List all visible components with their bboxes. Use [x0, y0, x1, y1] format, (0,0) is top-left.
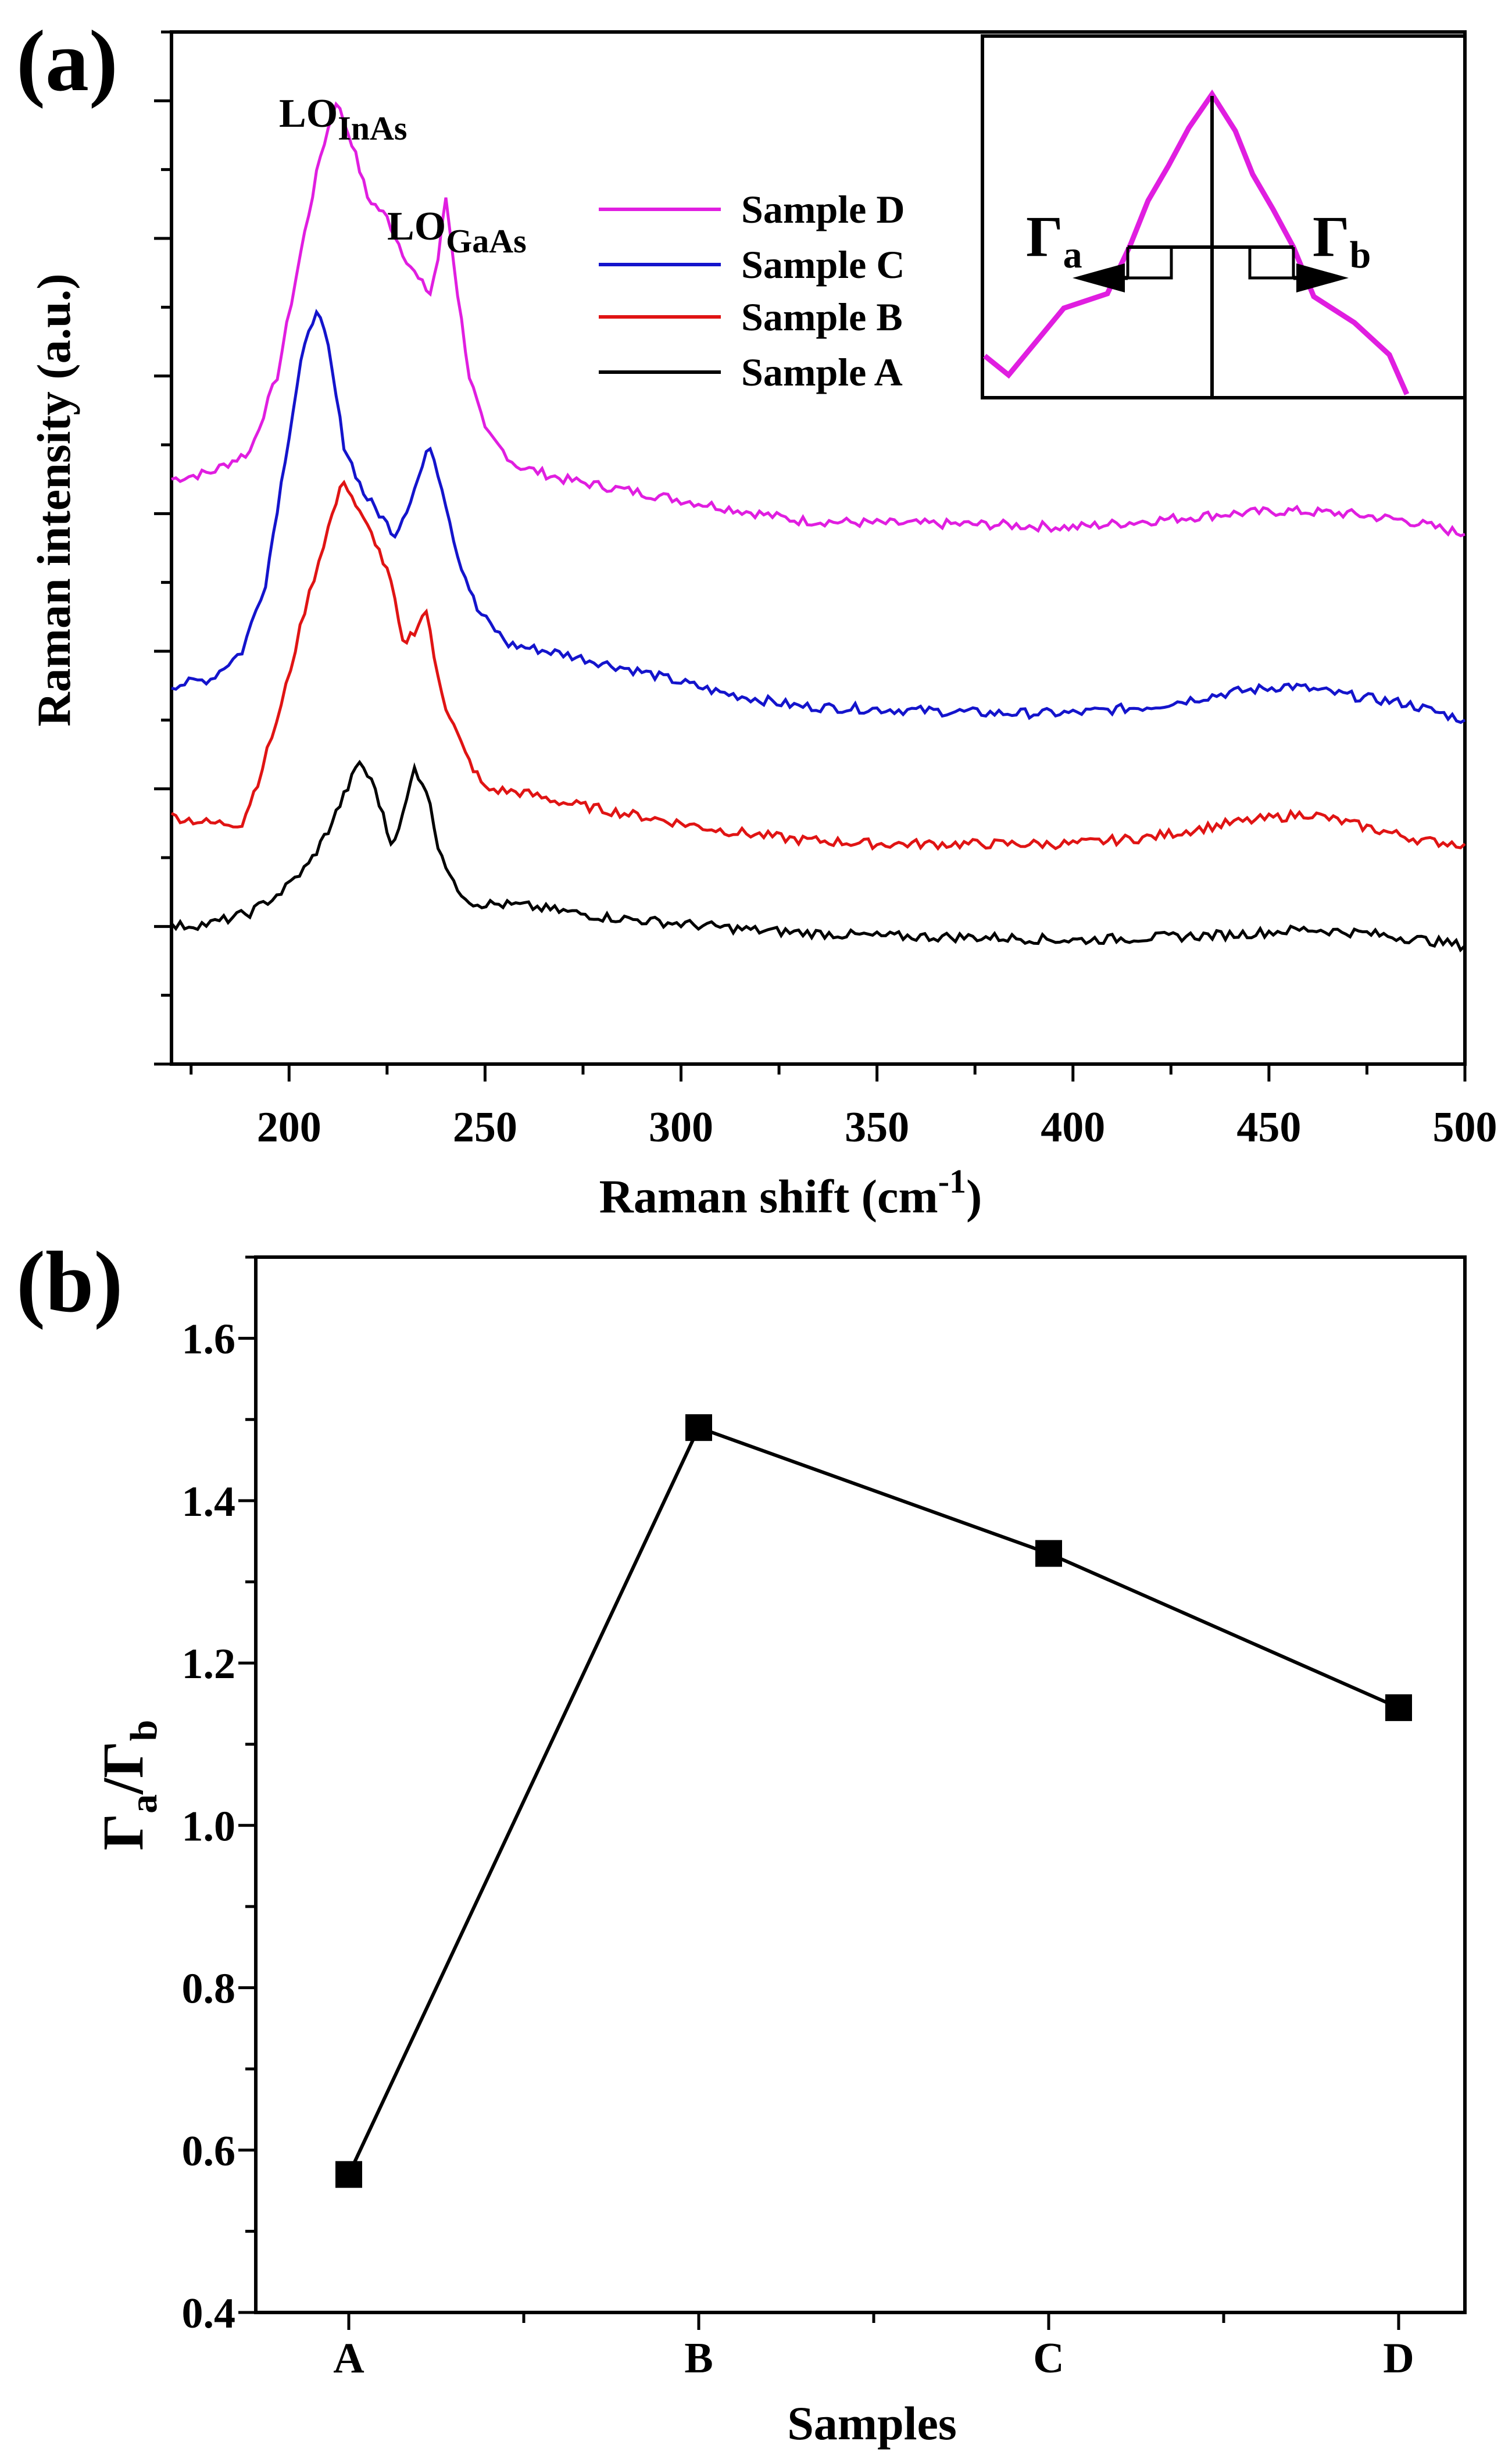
panel-b-x-axis-title: Samples — [787, 2397, 957, 2450]
data-point-sample-b — [685, 1414, 712, 1441]
y-tick-label-1-0: 1.0 — [182, 1803, 236, 1850]
y-tick-label-1-4: 1.4 — [182, 1478, 236, 1526]
legend-label-sample-a: Sample A — [741, 350, 903, 394]
x-tick-label-350: 350 — [845, 1104, 909, 1151]
panel-a-plot-frame — [170, 30, 1467, 1066]
series-line-gamma-ratio — [347, 1425, 1400, 2175]
panel-b-gamma-ratio: (b) 0.4 0.6 0.8 1.0 1.2 1.4 1.6 A B C D … — [16, 1234, 1467, 2450]
x-tick-label-250: 250 — [453, 1104, 517, 1151]
panel-b-y-tick-labels: 0.4 0.6 0.8 1.0 1.2 1.4 1.6 — [182, 1316, 236, 2337]
panel-b-markers — [335, 1414, 1412, 2188]
panel-a-y-axis-title: Raman intensity (a.u.) — [27, 273, 80, 726]
panel-b-x-tick-labels: A B C D — [333, 2335, 1414, 2382]
x-tick-label-b: B — [684, 2335, 713, 2382]
x-tick-label-d: D — [1383, 2335, 1414, 2382]
x-tick-label-a: A — [333, 2335, 364, 2382]
x-tick-label-450: 450 — [1236, 1104, 1301, 1151]
y-tick-label-0-6: 0.6 — [182, 2128, 236, 2175]
panel-b-letter: (b) — [16, 1234, 123, 1330]
panel-a-series-group — [170, 101, 1466, 952]
y-tick-label-1-2: 1.2 — [182, 1640, 236, 1688]
data-point-sample-c — [1035, 1540, 1062, 1567]
y-tick-label-0-4: 0.4 — [182, 2290, 236, 2337]
inset-right-bracket — [1248, 247, 1293, 280]
x-tick-label-200: 200 — [257, 1104, 321, 1151]
panel-a-legend: Sample D Sample C Sample B Sample A — [599, 187, 905, 394]
panel-b-plot-frame — [254, 1255, 1467, 2314]
inset-gamma-a-label: Γa — [1026, 204, 1082, 276]
peak-label-lo-inas: LOInAs — [279, 91, 407, 147]
inset-left-arrowhead-icon — [1073, 263, 1125, 292]
panel-a-x-tick-labels: 200 250 300 350 400 450 500 — [257, 1104, 1497, 1151]
panel-a-inset-fwhm-schematic: Γa Γb — [981, 34, 1467, 399]
panel-b-y-ticks — [238, 1255, 256, 2314]
y-tick-label-1-6: 1.6 — [182, 1316, 236, 1364]
inset-gamma-b-label: Γb — [1313, 204, 1371, 276]
x-tick-label-400: 400 — [1041, 1104, 1105, 1151]
series-line-sample-b — [170, 480, 1466, 851]
data-point-sample-a — [335, 2161, 362, 2188]
panel-b-x-ticks — [347, 2312, 1400, 2330]
legend-label-sample-d: Sample D — [741, 187, 905, 231]
y-tick-label-0-8: 0.8 — [182, 1965, 236, 2013]
inset-right-arrowhead-icon — [1296, 263, 1349, 292]
peak-label-lo-gaas: LOGaAs — [387, 204, 527, 260]
inset-frame — [981, 34, 1467, 399]
series-line-sample-d — [171, 101, 1465, 537]
panel-a-raman-spectra: (a) 200 250 300 350 400 450 500 Raman sh… — [16, 13, 1497, 1223]
inset-peak-curve — [983, 89, 1410, 395]
panel-a-letter: (a) — [16, 13, 118, 109]
series-line-sample-a — [170, 759, 1466, 952]
panel-a-x-ticks — [190, 1064, 1467, 1082]
x-tick-label-300: 300 — [649, 1104, 713, 1151]
panel-b-y-axis-title: Γa/Γb — [91, 1720, 165, 1851]
inset-left-bracket — [1128, 247, 1173, 280]
panel-a-x-axis-title: Raman shift (cm-1) — [599, 1162, 982, 1223]
data-point-sample-d — [1385, 1694, 1412, 1721]
x-tick-label-500: 500 — [1433, 1104, 1497, 1151]
series-line-sample-c — [171, 309, 1466, 725]
x-tick-label-c: C — [1033, 2335, 1064, 2382]
legend-label-sample-c: Sample C — [741, 242, 905, 287]
legend-label-sample-b: Sample B — [741, 295, 903, 339]
panel-a-y-ticks — [154, 30, 171, 1066]
